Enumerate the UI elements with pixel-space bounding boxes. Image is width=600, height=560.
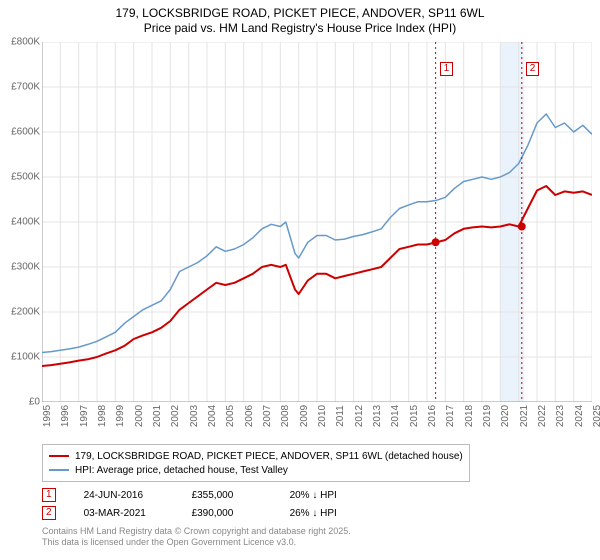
sale-point-row: 1 24-JUN-2016 £355,000 20% ↓ HPI [42,486,370,504]
legend: 179, LOCKSBRIDGE ROAD, PICKET PIECE, AND… [42,444,470,482]
x-tick-label: 2000 [134,405,145,427]
y-tick-label: £800K [11,37,40,48]
legend-swatch [49,469,69,471]
legend-text: 179, LOCKSBRIDGE ROAD, PICKET PIECE, AND… [75,451,463,462]
sale-point-marker: 1 [42,488,56,502]
x-tick-label: 1999 [115,405,126,427]
x-tick-label: 2003 [189,405,200,427]
sale-point-price: £355,000 [192,490,262,501]
x-tick-label: 2011 [335,405,346,427]
chart-svg [42,42,592,402]
plot-area [42,42,592,402]
x-tick-label: 2001 [152,405,163,427]
copyright-line-1: Contains HM Land Registry data © Crown c… [42,526,351,537]
x-tick-label: 2017 [445,405,456,427]
y-tick-label: £300K [11,262,40,273]
copyright-line-2: This data is licensed under the Open Gov… [42,537,351,548]
x-tick-label: 2010 [317,405,328,427]
x-tick-label: 2006 [244,405,255,427]
x-tick-label: 2022 [537,405,548,427]
y-tick-label: £100K [11,352,40,363]
sale-point-diff: 26% ↓ HPI [290,508,370,519]
x-tick-label: 1996 [60,405,71,427]
legend-row: HPI: Average price, detached house, Test… [49,463,463,477]
x-tick-label: 1997 [79,405,90,427]
sale-point-price: £390,000 [192,508,262,519]
sale-point-marker: 2 [42,506,56,520]
sale-points-table: 1 24-JUN-2016 £355,000 20% ↓ HPI 2 03-MAR-202… [42,486,370,522]
y-tick-label: £0 [29,397,40,408]
sale-point-row: 2 03-MAR-2021 £390,000 26% ↓ HPI [42,504,370,522]
copyright-notice: Contains HM Land Registry data © Crown c… [42,526,351,549]
x-tick-label: 1995 [42,405,53,427]
y-tick-label: £600K [11,127,40,138]
legend-text: HPI: Average price, detached house, Test… [75,465,288,476]
x-tick-label: 1998 [97,405,108,427]
x-tick-label: 2013 [372,405,383,427]
y-tick-label: £700K [11,82,40,93]
x-tick-label: 2015 [409,405,420,427]
y-tick-label: £200K [11,307,40,318]
sale-marker-label: 1 [440,62,454,76]
x-tick-label: 2007 [262,405,273,427]
x-tick-label: 2016 [427,405,438,427]
legend-swatch [49,455,69,457]
x-tick-label: 2009 [299,405,310,427]
x-tick-label: 2004 [207,405,218,427]
y-tick-label: £400K [11,217,40,228]
sale-marker-label: 2 [526,62,540,76]
chart-title: 179, LOCKSBRIDGE ROAD, PICKET PIECE, AND… [0,0,600,36]
x-tick-label: 2019 [482,405,493,427]
legend-row: 179, LOCKSBRIDGE ROAD, PICKET PIECE, AND… [49,449,463,463]
x-tick-label: 2008 [280,405,291,427]
sale-point-date: 03-MAR-2021 [84,508,164,519]
x-tick-label: 2021 [519,405,530,427]
x-tick-label: 2005 [225,405,236,427]
sale-point-diff: 20% ↓ HPI [290,490,370,501]
title-line-1: 179, LOCKSBRIDGE ROAD, PICKET PIECE, AND… [0,6,600,21]
x-tick-label: 2020 [500,405,511,427]
x-tick-label: 2014 [390,405,401,427]
x-tick-label: 2012 [354,405,365,427]
x-tick-label: 2025 [592,405,600,427]
title-line-2: Price paid vs. HM Land Registry's House … [0,21,600,36]
x-tick-label: 2024 [574,405,585,427]
x-tick-label: 2023 [555,405,566,427]
y-tick-label: £500K [11,172,40,183]
x-tick-label: 2002 [170,405,181,427]
x-tick-label: 2018 [464,405,475,427]
chart-container: 179, LOCKSBRIDGE ROAD, PICKET PIECE, AND… [0,0,600,36]
sale-point-date: 24-JUN-2016 [84,490,164,501]
